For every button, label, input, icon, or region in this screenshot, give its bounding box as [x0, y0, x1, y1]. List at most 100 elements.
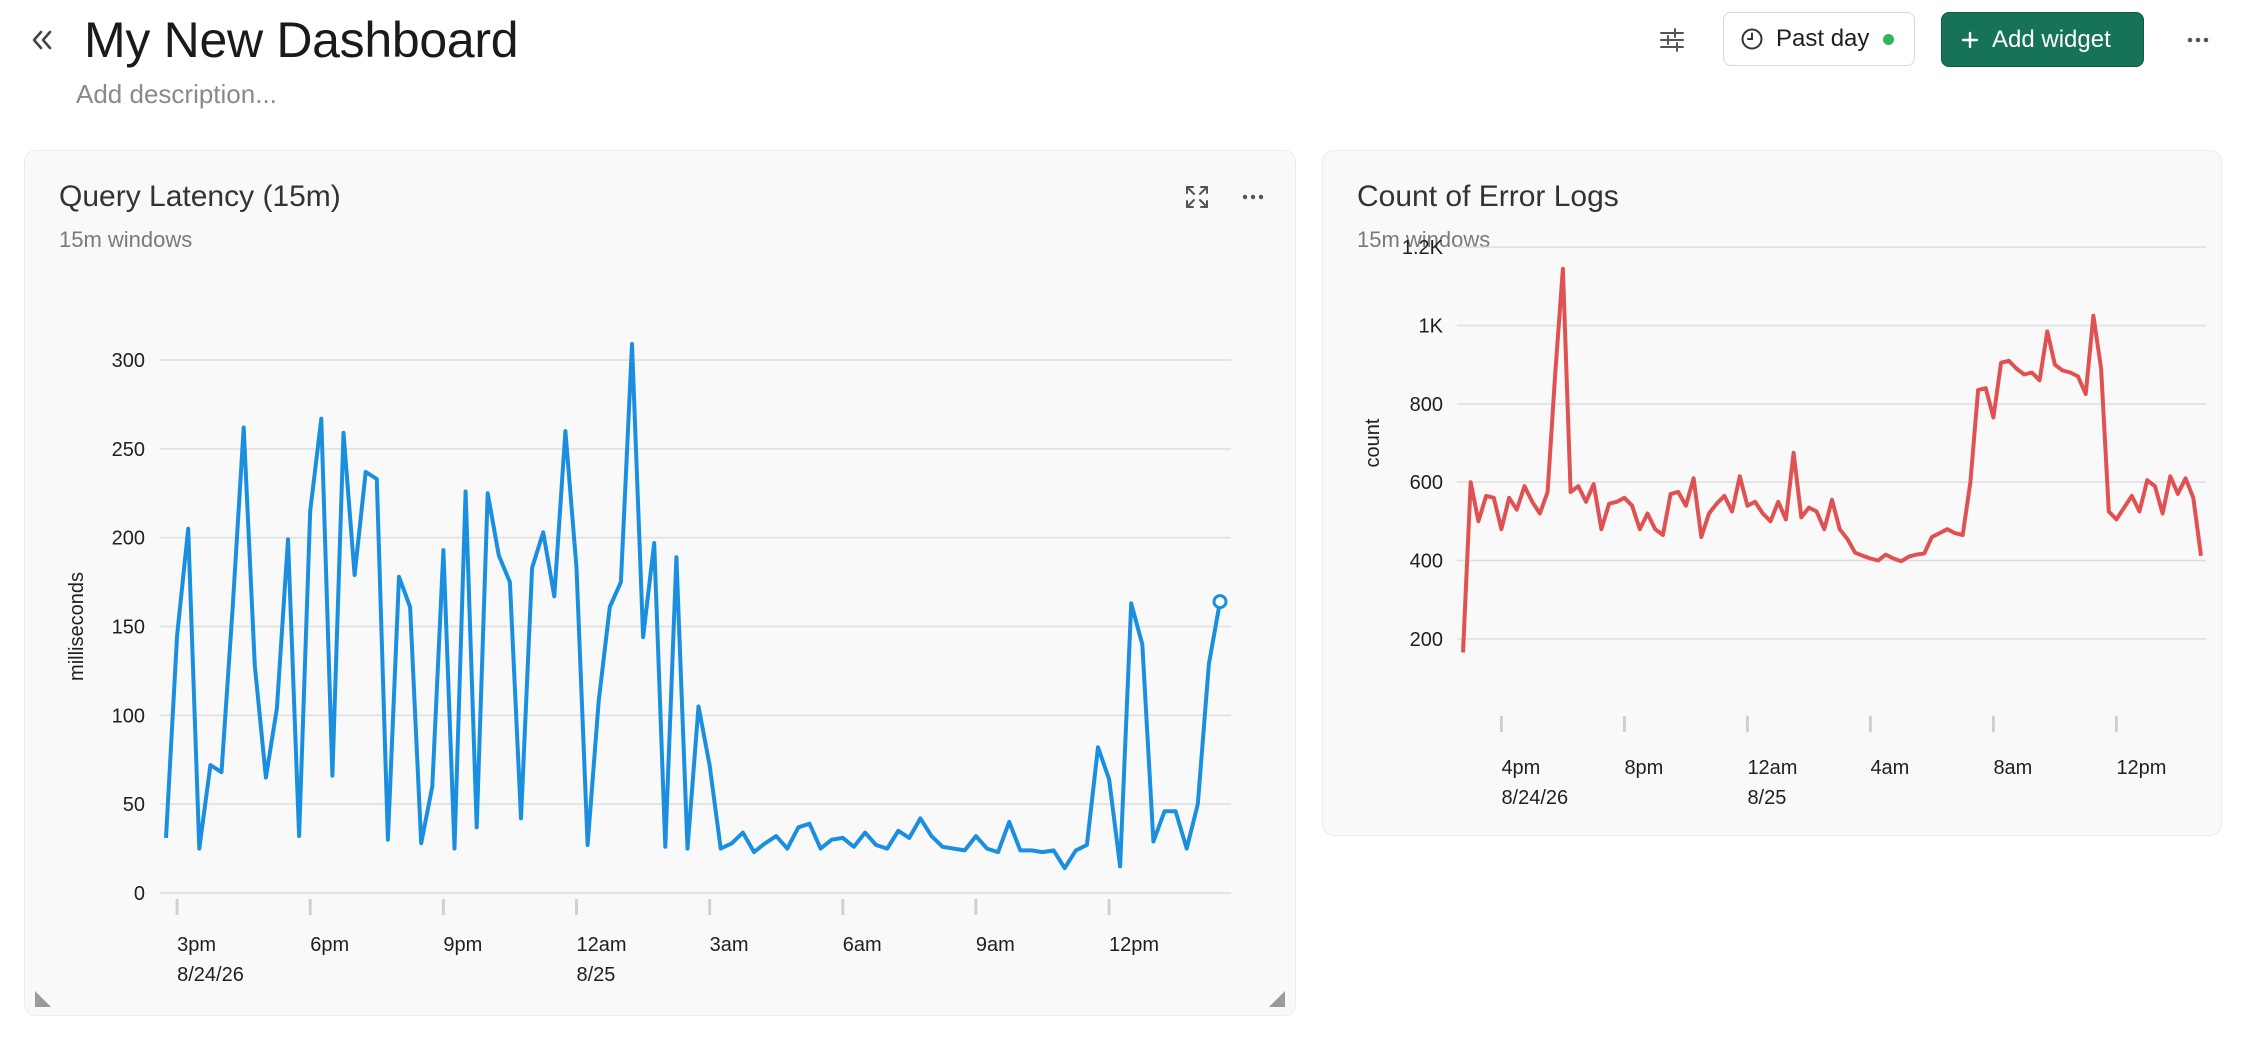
data-point[interactable] [2129, 493, 2135, 499]
data-point[interactable] [2137, 509, 2143, 515]
data-point[interactable] [1760, 511, 1766, 517]
resize-handle-left[interactable] [35, 991, 51, 1007]
series-line[interactable] [164, 342, 1222, 871]
data-point[interactable] [784, 846, 790, 852]
data-point[interactable] [1629, 503, 1635, 509]
data-point[interactable] [1483, 493, 1489, 499]
data-point[interactable] [474, 824, 480, 830]
data-point[interactable] [984, 846, 990, 852]
data-point[interactable] [396, 574, 402, 580]
data-point[interactable] [1591, 481, 1597, 487]
data-point[interactable] [2029, 370, 2035, 376]
add-widget-button[interactable]: Add widget [1941, 12, 2144, 67]
data-point[interactable] [1814, 509, 1820, 515]
data-point[interactable] [906, 835, 912, 841]
data-point[interactable] [2052, 362, 2058, 368]
data-point[interactable] [329, 773, 335, 779]
data-point[interactable] [1867, 556, 1873, 562]
data-point[interactable] [341, 430, 347, 436]
data-point[interactable] [973, 833, 979, 839]
data-point[interactable] [2190, 495, 2196, 501]
data-point[interactable] [2037, 377, 2043, 383]
data-point[interactable] [1575, 483, 1581, 489]
data-point[interactable] [429, 783, 435, 789]
data-point[interactable] [1106, 776, 1112, 782]
data-point[interactable] [929, 833, 935, 839]
data-point[interactable] [2121, 505, 2127, 511]
data-point[interactable] [1660, 532, 1666, 538]
data-point[interactable] [185, 526, 191, 532]
data-point[interactable] [917, 815, 923, 821]
data-point[interactable] [1614, 499, 1620, 505]
data-point[interactable] [1914, 552, 1920, 558]
data-point[interactable] [2152, 483, 2158, 489]
data-point[interactable] [1506, 495, 1512, 501]
data-point[interactable] [1768, 518, 1774, 524]
data-point[interactable] [440, 547, 446, 553]
data-point[interactable] [1729, 509, 1735, 515]
data-point[interactable] [2075, 373, 2081, 379]
data-point[interactable] [1498, 526, 1504, 532]
data-point[interactable] [962, 847, 968, 853]
data-point[interactable] [1017, 847, 1023, 853]
data-point[interactable] [873, 842, 879, 848]
data-point[interactable] [1552, 370, 1558, 376]
widget-error-logs[interactable]: Count of Error Logs 15m windows 200 400 60… [1322, 150, 2222, 836]
data-point[interactable] [651, 540, 657, 546]
data-point[interactable] [496, 552, 502, 558]
data-point[interactable] [1698, 534, 1704, 540]
data-point[interactable] [729, 840, 735, 846]
data-point[interactable] [1975, 387, 1981, 393]
data-point[interactable] [895, 828, 901, 834]
data-point[interactable] [2067, 370, 2073, 376]
data-point[interactable] [862, 830, 868, 836]
data-point[interactable] [1852, 550, 1858, 556]
data-point[interactable] [1937, 530, 1943, 536]
data-point[interactable] [1460, 650, 1466, 656]
data-point[interactable] [174, 632, 180, 638]
data-point[interactable] [2090, 313, 2096, 319]
data-point[interactable] [363, 469, 369, 475]
expand-widget-button[interactable] [1177, 177, 1217, 217]
data-point[interactable] [296, 833, 302, 839]
data-point[interactable] [1195, 801, 1201, 807]
data-point[interactable] [762, 840, 768, 846]
data-point[interactable] [751, 849, 757, 855]
data-point[interactable] [407, 604, 413, 610]
data-point[interactable] [2113, 516, 2119, 522]
data-point[interactable] [1837, 526, 1843, 532]
data-point[interactable] [1883, 552, 1889, 558]
collapse-sidebar-button[interactable] [22, 20, 62, 60]
data-point[interactable] [1006, 819, 1012, 825]
data-point[interactable] [207, 762, 213, 768]
data-point[interactable] [773, 833, 779, 839]
data-point[interactable] [662, 844, 668, 850]
data-point[interactable] [1714, 501, 1720, 507]
filters-button[interactable] [1650, 18, 1694, 62]
data-point[interactable] [684, 846, 690, 852]
data-point[interactable] [1875, 558, 1881, 564]
data-point[interactable] [1606, 501, 1612, 507]
data-point[interactable] [795, 824, 801, 830]
data-point[interactable] [1967, 479, 1973, 485]
data-point[interactable] [1791, 450, 1797, 456]
data-point[interactable] [1744, 503, 1750, 509]
data-point[interactable] [274, 705, 280, 711]
data-point[interactable] [230, 606, 236, 612]
data-point[interactable] [2098, 366, 2104, 372]
data-point[interactable] [1028, 847, 1034, 853]
data-point[interactable] [1691, 475, 1697, 481]
data-point[interactable] [1737, 473, 1743, 479]
data-point[interactable] [1491, 495, 1497, 501]
data-point[interactable] [241, 425, 247, 431]
data-point[interactable] [851, 844, 857, 850]
data-point[interactable] [829, 837, 835, 843]
data-point[interactable] [2083, 391, 2089, 397]
last-point-marker[interactable] [1212, 594, 1228, 610]
data-point[interactable] [1960, 532, 1966, 538]
data-point[interactable] [1706, 511, 1712, 517]
data-point[interactable] [385, 837, 391, 843]
data-point[interactable] [607, 604, 613, 610]
data-point[interactable] [1637, 526, 1643, 532]
data-point[interactable] [696, 703, 702, 709]
